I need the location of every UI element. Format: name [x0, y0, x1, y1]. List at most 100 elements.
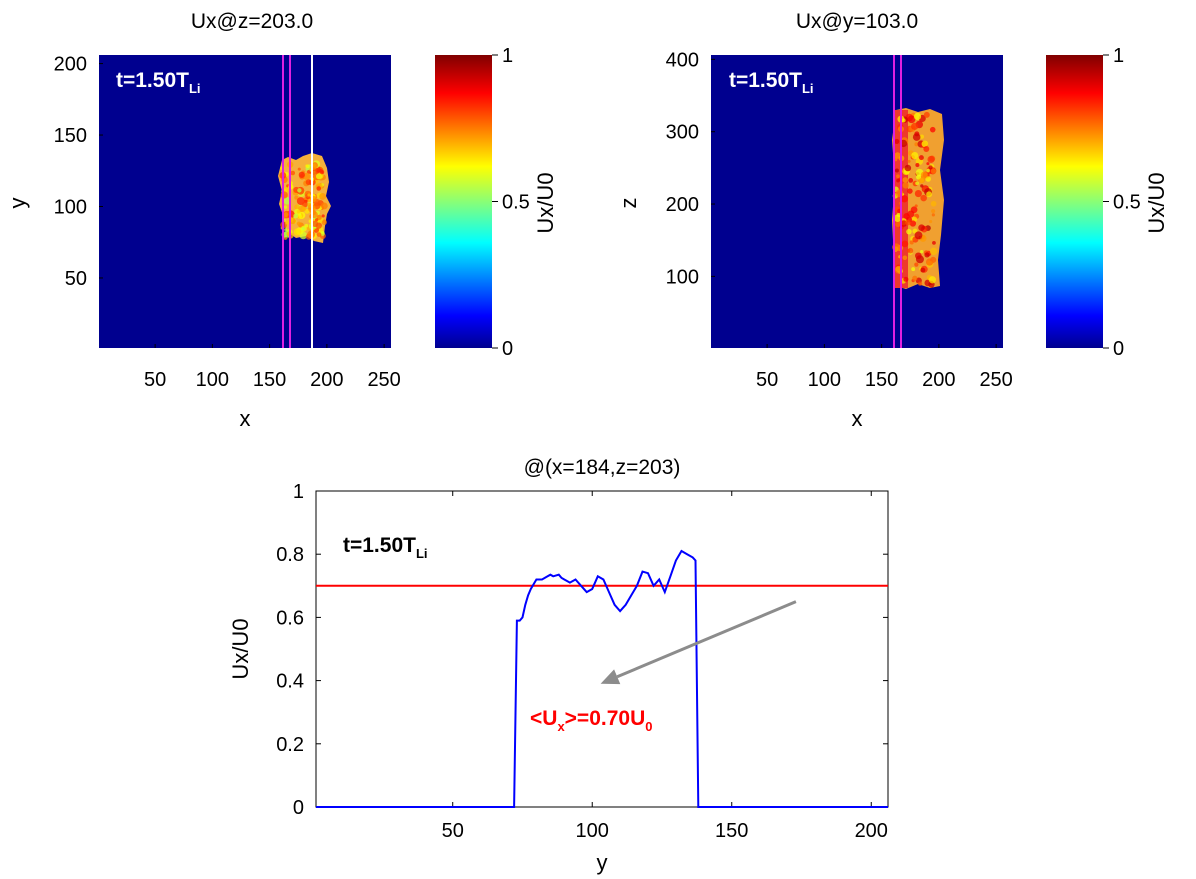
panel-2-speckle-dot	[918, 224, 925, 232]
panel-2-speckle-dot	[928, 276, 937, 284]
panel-2-speckle-dot	[903, 276, 909, 282]
panel-2-speckle-dot	[911, 122, 919, 130]
panel-2-speckle-dot	[929, 126, 936, 133]
panel-1-speckle-dot	[319, 193, 327, 200]
panel-2-title: Ux@y=103.0	[796, 10, 918, 33]
panel-2-speckle-dot	[896, 178, 900, 183]
panel-2-speckle-dot	[902, 255, 908, 261]
panel-1-ytick-label-0: 50	[65, 268, 87, 290]
panel-1-cb-tick-label-2: 1	[502, 45, 513, 67]
panel-1-speckle-dot	[298, 171, 305, 179]
panel-1-speckle-dot	[307, 202, 313, 208]
panel-2-speckle-dot	[907, 188, 913, 194]
panel-1-background	[99, 55, 391, 348]
panel-2-speckle-dot	[918, 155, 924, 161]
panel-2-speckle-dot	[915, 163, 920, 168]
panel-2-colorbar-ticks: 00.51	[1103, 45, 1141, 360]
panel-2-speckle-dot	[895, 221, 901, 228]
panel-1-ytick-label-1: 100	[54, 197, 87, 219]
panel-3-title: @(x=184,z=203)	[524, 456, 681, 479]
panel-2-speckle-dot	[902, 177, 909, 183]
panel-1-ylabel: y	[5, 198, 30, 209]
panel-2-speckle-dot	[912, 275, 918, 281]
panel-1-speckle-dot	[293, 213, 299, 219]
panel-1-ticks: 50 100 150 200 250 50 100 150 200	[54, 54, 401, 391]
panel-2-field	[711, 55, 1003, 348]
panel-2-cb-tick-label-1: 0.5	[1113, 192, 1141, 214]
panel-1-speckle-dot	[305, 164, 309, 168]
panel-2-speckle-dot	[926, 191, 933, 198]
panel-3-xtick-label-0: 50	[442, 820, 464, 842]
panel-1-ytick-label-3: 200	[54, 54, 87, 76]
heatmap-panel-2: Ux@y=103.0 50 100 150 200 250 100 200 300 400 t=…	[616, 10, 1169, 431]
line-panel: @(x=184,z=203) 50 100 150 200 0 0.2 0.4 0.6 0.8 1…	[228, 456, 889, 875]
panel-1-speckle-dot	[302, 206, 307, 211]
panel-2-ytick-label-2: 300	[666, 122, 699, 144]
panel-2-speckle-dot	[909, 220, 917, 227]
panel-1-cb-tick-label-0: 0	[502, 338, 513, 360]
panel-1-speckle-dot	[304, 223, 309, 228]
panel-2-speckle-dot	[924, 252, 930, 258]
panel-1-speckle-dot	[321, 214, 325, 218]
panel-2-xlabel: x	[852, 406, 863, 431]
panel-3-ytick-label-1: 0.2	[276, 734, 304, 756]
panel-2-speckle-dot	[914, 231, 923, 240]
panel-3-ticks: 50 100 150 200 0 0.2 0.4 0.6 0.8 1	[276, 481, 888, 842]
panel-2-speckle-dot	[902, 182, 909, 189]
panel-2-speckle-dot	[907, 210, 915, 218]
panel-2-speckle-dot	[929, 247, 938, 256]
panel-3-ytick-label-2: 0.4	[276, 671, 304, 693]
panel-1-speckle-dot	[283, 205, 288, 209]
panel-1-speckle-dot	[315, 218, 319, 222]
panel-1-xtick-label-2: 150	[253, 369, 286, 391]
panel-1-speckle-dot	[290, 170, 296, 176]
panel-3-ytick-label-4: 0.8	[276, 544, 304, 566]
panel-2-speckle-dot	[908, 178, 914, 183]
panel-2-speckle-dot	[923, 146, 930, 152]
panel-1-field	[99, 55, 391, 348]
panel-2-speckle-dot	[927, 155, 935, 163]
panel-1-speckle-dot	[307, 193, 311, 197]
panel-1-title: Ux@z=203.0	[191, 10, 313, 33]
panel-2-speckle-dot	[929, 219, 933, 224]
panel-1-xlabel: x	[240, 406, 251, 431]
panel-1-speckle-dot	[321, 230, 325, 235]
panel-1-speckle-dot	[294, 195, 299, 200]
panel-1-speckle-dot	[283, 187, 289, 193]
panel-2-speckle-dot	[918, 178, 924, 184]
panel-2-speckle-dot	[911, 267, 916, 272]
panel-3-ytick-label-3: 0.6	[276, 607, 304, 629]
panel-1-xtick-label-4: 250	[367, 369, 400, 391]
panel-3-ytick-label-0: 0	[293, 797, 304, 819]
panel-1-speckle-dot	[296, 221, 302, 226]
mean-arrow	[600, 600, 797, 685]
panel-2-ylabel: z	[616, 198, 641, 209]
panel-3-xtick-label-1: 100	[576, 820, 609, 842]
panel-1-speckle-dot	[297, 188, 302, 193]
panel-2-speckle-dot	[920, 171, 928, 179]
arrow-head	[600, 669, 621, 685]
panel-2-speckle-dot	[917, 281, 923, 286]
panel-1-speckle-dot	[297, 211, 306, 220]
panel-2-speckle-dot	[894, 138, 900, 145]
panel-2-speckle-dot	[930, 168, 937, 174]
panel-1-speckle-dot	[297, 167, 301, 171]
panel-2-xtick-label-0: 50	[756, 369, 778, 391]
panel-1-speckle-dot	[319, 169, 325, 175]
panel-1-speckle-dot	[321, 219, 327, 225]
panel-2-speckle-dot	[900, 195, 909, 203]
panel-2-speckle-dot	[920, 267, 926, 273]
panel-1-speckle-dot	[305, 179, 312, 186]
panel-2-speckle-dot	[901, 240, 909, 248]
panel-2-speckle-dot	[931, 213, 935, 217]
panel-2-cb-tick-label-2: 1	[1113, 45, 1124, 67]
panel-2-speckle-dot	[930, 200, 937, 207]
panel-2-speckle-dot	[914, 262, 919, 267]
panel-2-colorbar-label: Ux/U0	[1144, 172, 1169, 233]
panel-1-speckle-dot	[296, 209, 301, 214]
panel-2-speckle-dot	[914, 142, 919, 147]
panel-2-speckle-dot	[925, 258, 934, 266]
arrow-shaft	[616, 600, 797, 679]
panel-2-speckle-dot	[932, 241, 936, 245]
